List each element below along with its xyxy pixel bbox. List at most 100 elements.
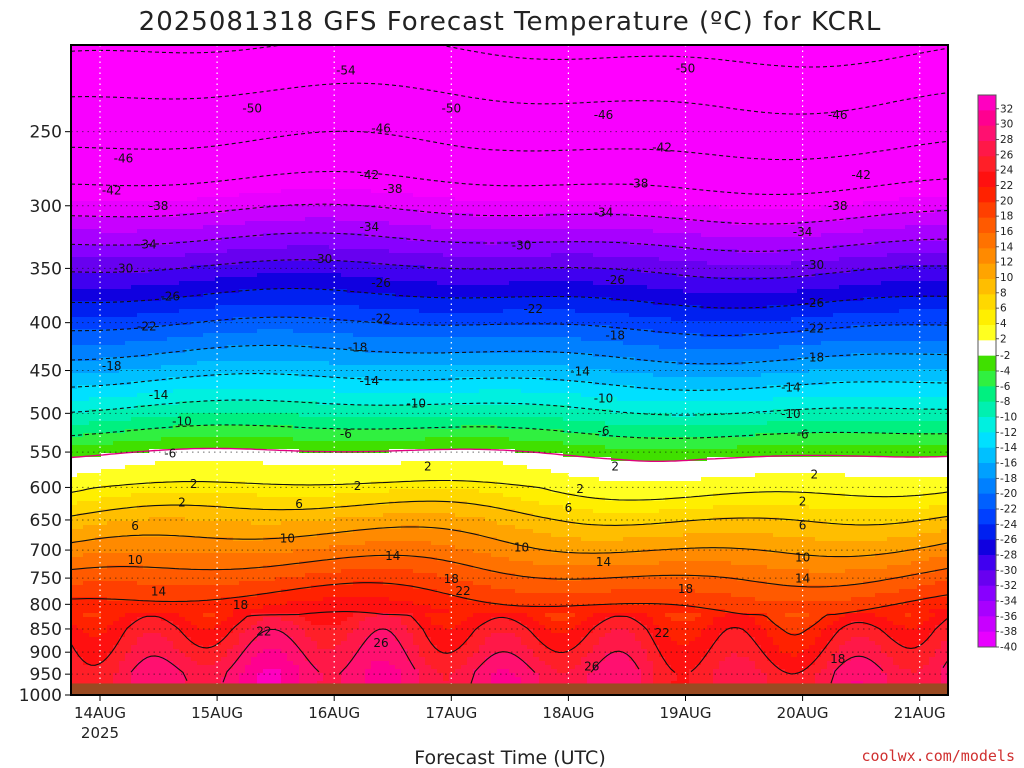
heatmap-cell [551,73,558,78]
heatmap-cell [287,121,294,126]
heatmap-cell [353,121,360,126]
heatmap-cell [449,57,456,62]
heatmap-cell [269,161,276,166]
heatmap-cell [125,81,132,86]
heatmap-cell [935,93,942,98]
heatmap-cell [209,69,216,74]
heatmap-cell [821,173,828,178]
heatmap-cell [659,65,666,70]
heatmap-cell [347,121,354,126]
heatmap-cell [263,157,270,162]
heatmap-cell [839,169,846,174]
heatmap-cell [713,129,720,134]
heatmap-cell [809,77,816,82]
heatmap-cell [245,157,252,162]
heatmap-cell [581,65,588,70]
heatmap-cell [533,145,540,150]
heatmap-cell [131,113,138,118]
heatmap-cell [635,153,642,158]
heatmap-cell [185,57,192,62]
heatmap-cell [725,85,732,90]
heatmap-cell [131,121,138,126]
heatmap-cell [707,141,714,146]
heatmap-cell [641,153,648,158]
heatmap-cell [785,49,792,54]
heatmap-cell [359,65,366,70]
heatmap-cell [671,49,678,54]
heatmap-cell [767,89,774,94]
heatmap-cell [299,109,306,114]
heatmap-cell [305,53,312,58]
heatmap-cell [749,85,756,90]
heatmap-cell [581,137,588,142]
heatmap-cell [83,105,90,110]
heatmap-cell [605,89,612,94]
heatmap-cell [551,65,558,70]
heatmap-cell [263,153,270,158]
heatmap-cell [887,145,894,150]
heatmap-cell [671,85,678,90]
heatmap-cell [551,165,558,170]
heatmap-cell [557,89,564,94]
heatmap-cell [881,129,888,134]
heatmap-cell [209,117,216,122]
heatmap-cell [215,73,222,78]
heatmap-cell [419,105,426,110]
heatmap-cell [155,101,162,106]
heatmap-cell [461,153,468,158]
heatmap-cell [593,57,600,62]
heatmap-cell [575,49,582,54]
heatmap-cell [647,125,654,130]
heatmap-cell [707,121,714,126]
heatmap-cell [521,73,528,78]
heatmap-cell [527,61,534,66]
heatmap-cell [839,157,846,162]
heatmap-cell [665,93,672,98]
heatmap-cell [125,101,132,106]
heatmap-cell [509,69,516,74]
heatmap-cell [887,121,894,126]
heatmap-cell [293,173,300,178]
heatmap-cell [341,145,348,150]
heatmap-cell [755,129,762,134]
heatmap-cell [425,133,432,138]
heatmap-cell [287,177,294,182]
heatmap-cell [311,73,318,78]
heatmap-cell [773,85,780,90]
heatmap-cell [311,141,318,146]
heatmap-cell [425,177,432,182]
heatmap-cell [497,165,504,170]
heatmap-cell [857,101,864,106]
heatmap-cell [935,73,942,78]
heatmap-cell [221,85,228,90]
heatmap-cell [785,173,792,178]
heatmap-cell [119,73,126,78]
heatmap-cell [77,53,84,58]
heatmap-cell [815,85,822,90]
heatmap-cell [527,89,534,94]
heatmap-cell [671,145,678,150]
heatmap-cell [767,125,774,130]
heatmap-cell [533,73,540,78]
heatmap-cell [575,125,582,130]
heatmap-cell [839,89,846,94]
heatmap-cell [623,121,630,126]
heatmap-cell [539,161,546,166]
heatmap-cell [197,125,204,130]
heatmap-cell [479,89,486,94]
heatmap-cell [173,121,180,126]
heatmap-cell [653,101,660,106]
heatmap-cell [101,117,108,122]
heatmap-cell [185,121,192,126]
heatmap-cell [593,53,600,58]
heatmap-cell [875,121,882,126]
heatmap-cell [743,85,750,90]
heatmap-cell [233,165,240,170]
heatmap-cell [371,85,378,90]
heatmap-cell [863,73,870,78]
heatmap-cell [761,85,768,90]
heatmap-cell [359,49,366,54]
heatmap-cell [929,73,936,78]
heatmap-cell [767,133,774,138]
heatmap-cell [923,173,930,178]
